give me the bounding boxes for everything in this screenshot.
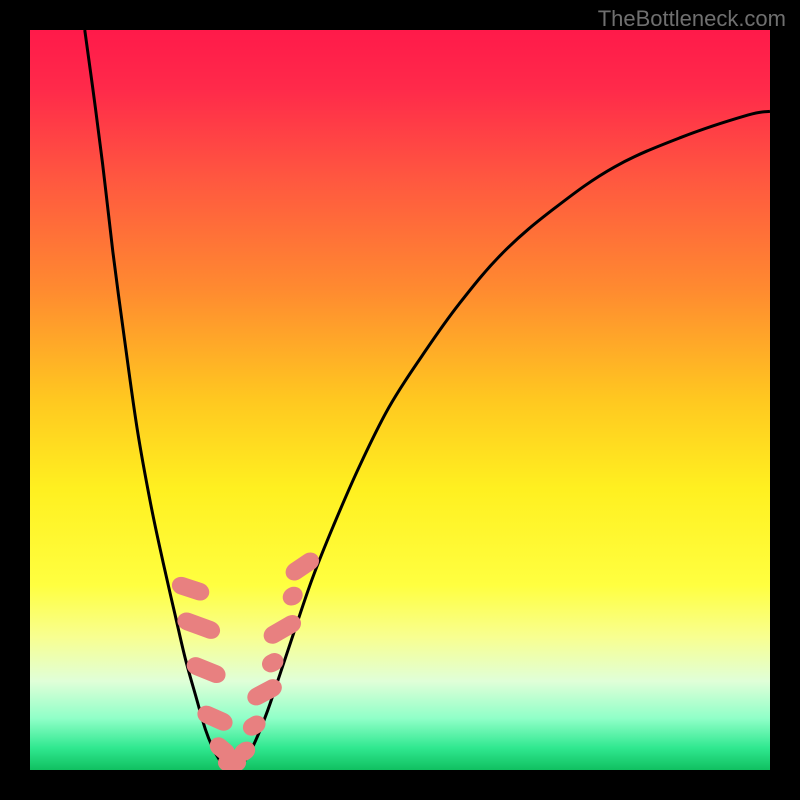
bottleneck-chart: [30, 30, 770, 770]
plot-area: [30, 30, 770, 770]
watermark-text: TheBottleneck.com: [598, 6, 786, 32]
gradient-background: [30, 30, 770, 770]
